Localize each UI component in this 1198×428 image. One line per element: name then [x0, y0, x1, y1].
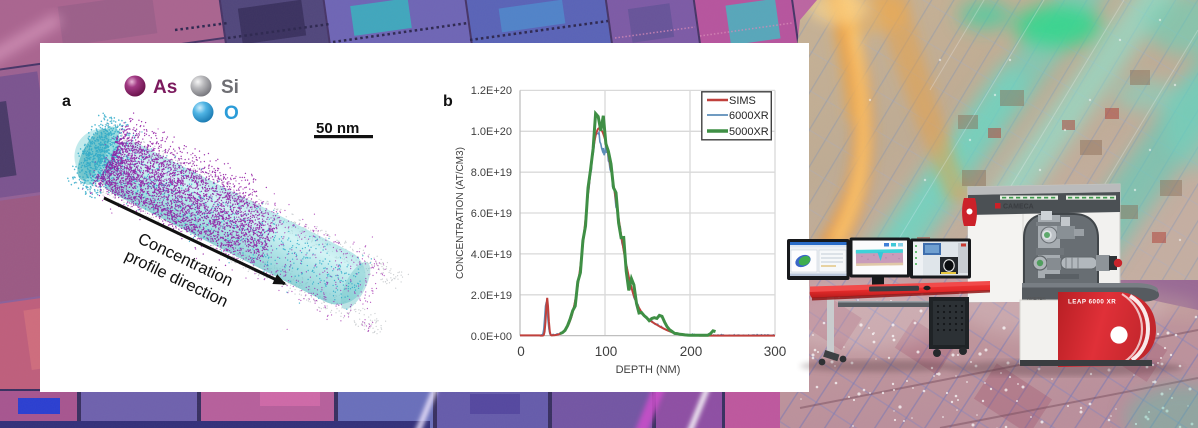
svg-text:50 nm: 50 nm — [316, 120, 359, 137]
svg-text:As: As — [153, 77, 177, 98]
svg-text:a: a — [62, 93, 71, 110]
svg-text:Si: Si — [221, 77, 239, 98]
svg-text:O: O — [224, 103, 239, 124]
